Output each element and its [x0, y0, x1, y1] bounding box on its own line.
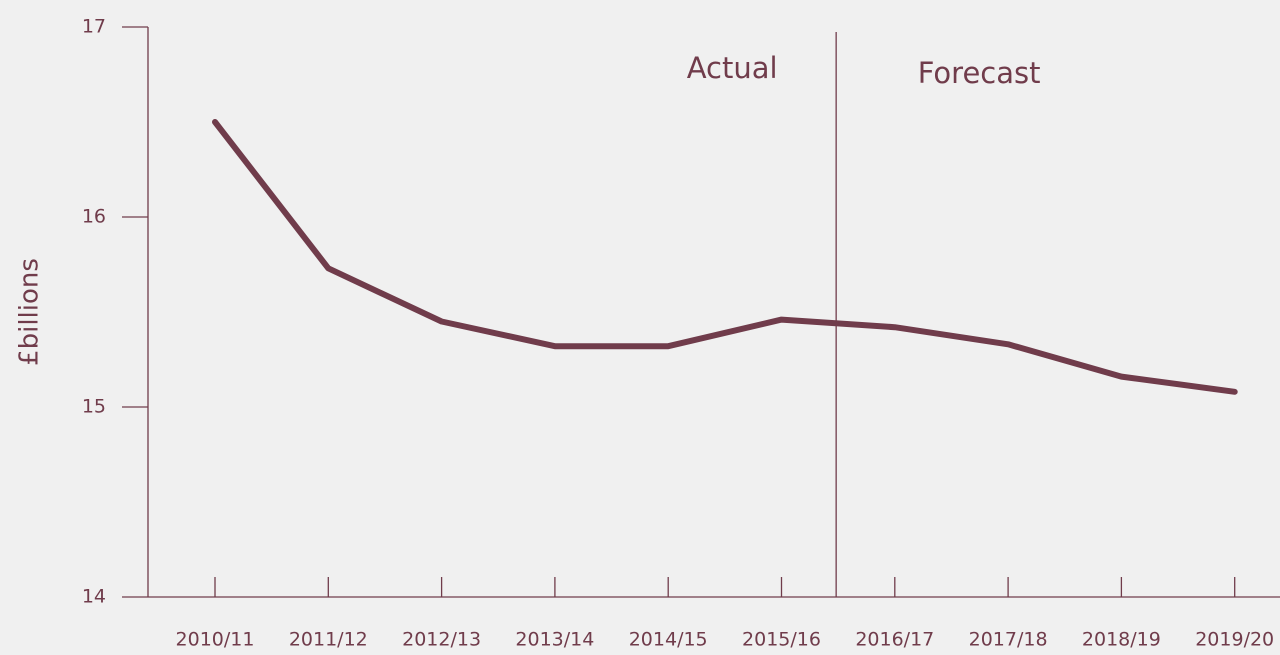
x-tick-label: 2014/15 [629, 629, 708, 651]
x-tick-label: 2015/16 [742, 629, 821, 651]
y-tick-label: 17 [82, 16, 106, 38]
line-series [212, 119, 1238, 395]
y-axis-label: £billions [15, 258, 45, 366]
y-tick-label: 14 [82, 586, 106, 608]
x-tick-label: 2017/18 [969, 629, 1048, 651]
y-tick-label: 16 [82, 206, 106, 228]
x-tick-label: 2011/12 [289, 629, 368, 651]
x-tick-label: 2016/17 [855, 629, 934, 651]
y-tick-label: 15 [82, 396, 106, 418]
annotation: Actual [687, 51, 778, 85]
x-tick-label: 2019/20 [1195, 629, 1274, 651]
x-tick-label: 2013/14 [515, 629, 594, 651]
x-tick-label: 2018/19 [1082, 629, 1161, 651]
annotation: Forecast [918, 56, 1041, 90]
x-tick-label: 2010/11 [176, 629, 255, 651]
x-tick-label: 2012/13 [402, 629, 481, 651]
